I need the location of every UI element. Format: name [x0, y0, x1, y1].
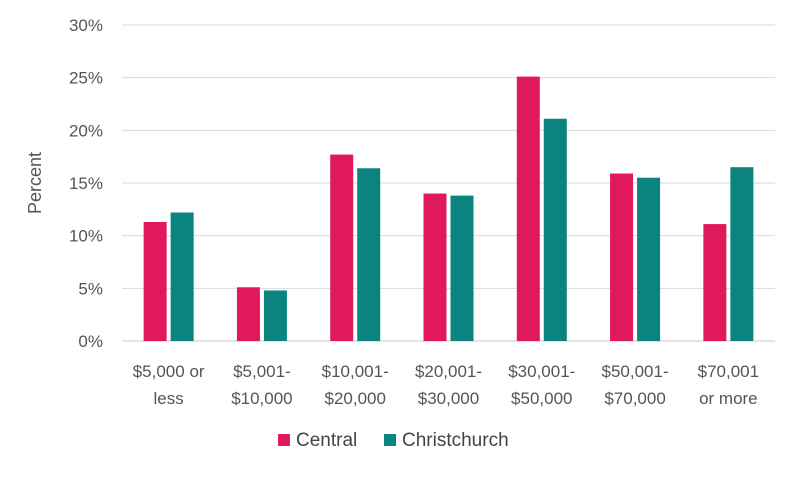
x-tick-labels: $5,000 or less $5,001-$10,000 $10,001-$20,0…	[133, 362, 759, 408]
y-tick-label: 15%	[69, 174, 103, 193]
bar-christchurch	[543, 118, 567, 341]
x-tick-label: $30,001-$50,000	[508, 362, 575, 408]
y-tick-labels: 0% 5% 10% 15% 20% 25% 30%	[69, 16, 103, 351]
x-tick-label: $70,001 or more	[698, 362, 759, 408]
bar-christchurch	[170, 212, 194, 341]
x-tick-label: $50,001-$70,000	[602, 362, 669, 408]
bar-central	[143, 221, 167, 341]
bar-central	[516, 76, 540, 341]
legend-label: Christchurch	[402, 430, 509, 451]
y-tick-label: 10%	[69, 227, 103, 246]
bar-christchurch	[637, 177, 661, 341]
bar-christchurch	[730, 167, 754, 341]
legend-swatch	[278, 434, 290, 446]
legend-swatch	[384, 434, 396, 446]
bar-central	[236, 287, 260, 341]
bars	[143, 76, 754, 341]
y-tick-label: 25%	[69, 69, 103, 88]
gridlines	[122, 24, 775, 342]
y-tick-label: 0%	[78, 332, 103, 351]
y-axis-title: Percent	[25, 152, 45, 214]
x-tick-label: $20,001-$30,000	[415, 362, 482, 408]
y-tick-label: 20%	[69, 121, 103, 140]
y-tick-label: 5%	[78, 279, 103, 298]
legend-label: Central	[296, 430, 357, 451]
bar-central	[423, 193, 447, 341]
legend: Central Christchurch	[278, 430, 509, 451]
bar-central	[330, 154, 354, 341]
x-tick-label: $5,000 or less	[133, 362, 205, 408]
bar-central	[703, 224, 727, 341]
bar-central	[610, 173, 634, 341]
bar-christchurch	[357, 168, 381, 341]
x-tick-label: $5,001-$10,000	[231, 362, 292, 408]
x-tick-label: $10,001-$20,000	[322, 362, 389, 408]
bar-christchurch	[263, 290, 287, 341]
y-tick-label: 30%	[69, 16, 103, 35]
bar-christchurch	[450, 195, 474, 341]
